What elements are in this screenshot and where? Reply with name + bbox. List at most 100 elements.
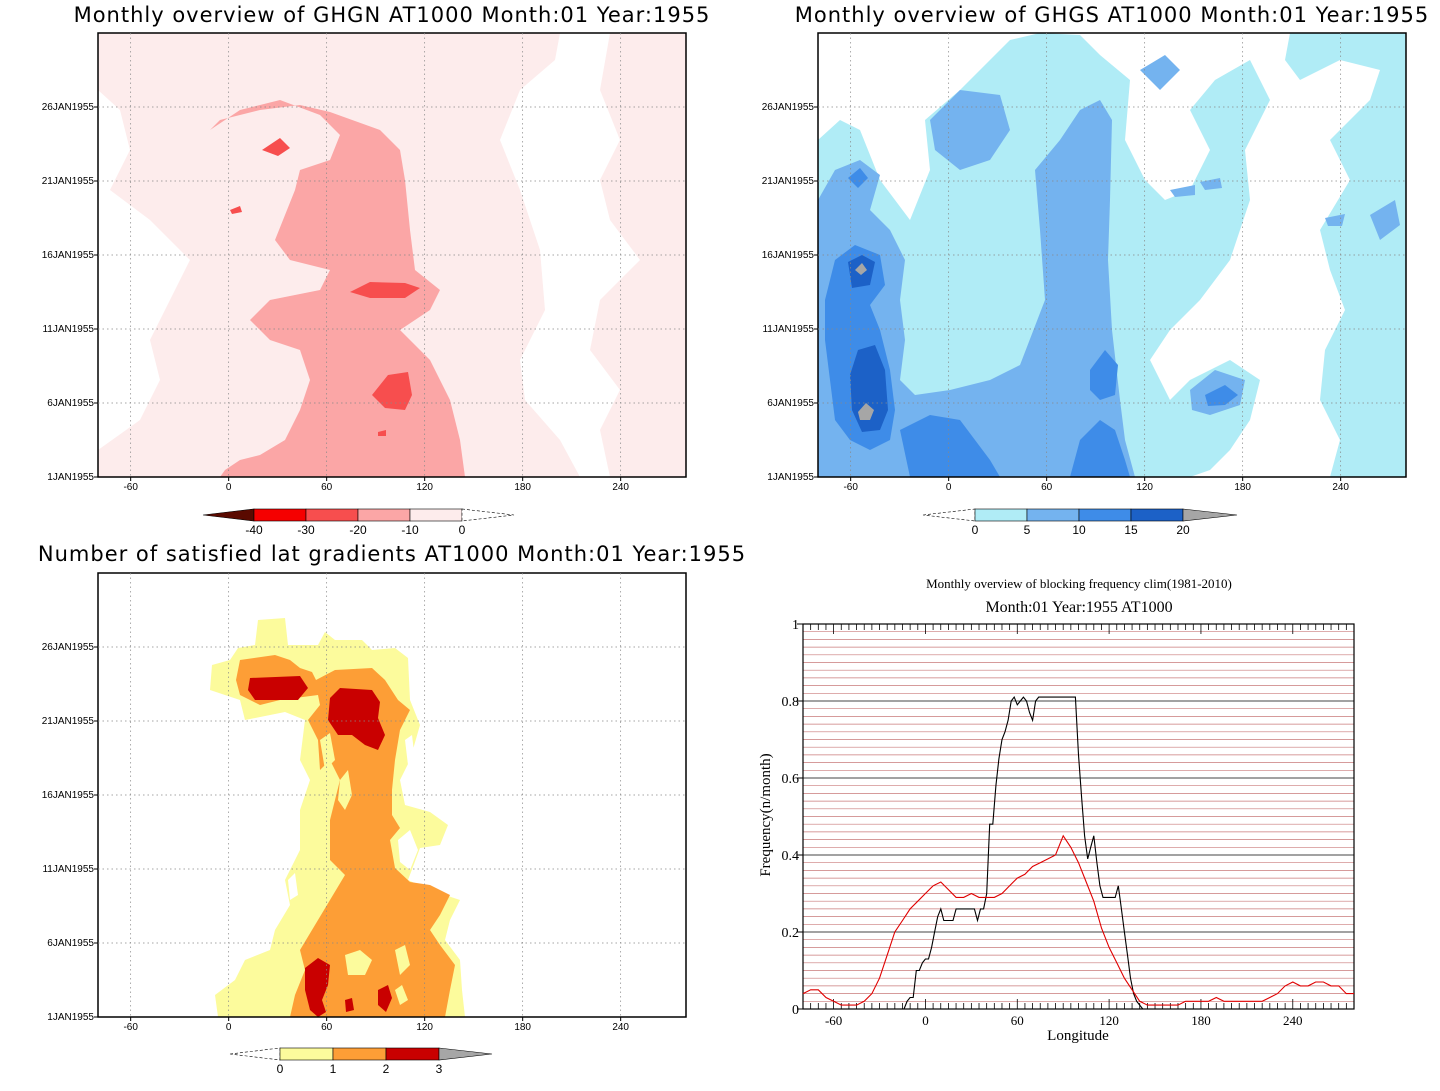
ghgn-ytick-label: 1JAN1955 [47, 472, 94, 483]
freq-ytick-label: 0.2 [782, 926, 800, 941]
ghgs-ytick-label: 21JAN1955 [762, 176, 815, 187]
ghgs-colorbar-overflow [1182, 508, 1238, 522]
ghgs-ytick-label: 1JAN1955 [767, 472, 814, 483]
latgrad-colorbar-bin [385, 1047, 440, 1061]
freq-plot-area: 0 0.2 0.4 0.6 0.8 1 -60 0 60 120 180 240 [782, 618, 1355, 1028]
ghgs-colorbar-bin [1130, 508, 1184, 522]
latgrad-xtick-label: 60 [321, 1022, 333, 1033]
freq-series-line-red [802, 834, 1354, 1006]
latgrad-ytick-label: 16JAN1955 [42, 790, 95, 801]
freq-xtick-label: 120 [1099, 1013, 1119, 1028]
latgrad-x-axis: -60 0 60 120 180 240 [123, 1017, 629, 1033]
ghgs-colorbar-label: 0 [972, 523, 979, 537]
ghgn-x-axis: -60 0 60 120 180 240 [123, 477, 629, 493]
latgrad-colorbar-label: 0 [277, 1062, 284, 1076]
ghgs-colorbar-bin [1026, 508, 1080, 522]
ghgs-title: Monthly overview of GHGS AT1000 Month:01… [795, 3, 1429, 27]
ghgn-xtick-label: 0 [226, 482, 232, 493]
ghgs-grid [818, 33, 1406, 477]
ghgn-colorbar-label: 0 [459, 523, 466, 537]
ghgn-colorbar-bin [305, 508, 359, 522]
latgrad-white-gap [398, 830, 418, 870]
freq-title: Monthly overview of blocking frequency c… [926, 576, 1232, 591]
latgrad-holes [288, 733, 418, 1005]
ghgn-colorbar-label: -10 [401, 523, 419, 537]
latgrad-ytick-label: 6JAN1955 [47, 938, 94, 949]
ghgn-colorbar-overflow [461, 508, 515, 522]
latgrad-xtick-label: -60 [123, 1022, 138, 1033]
latgrad-xtick-label: 0 [226, 1022, 232, 1033]
ghgn-y-axis: 1JAN1955 6JAN1955 11JAN1955 16JAN1955 21JAN1… [42, 102, 98, 483]
ghgs-xtick-label: 120 [1136, 482, 1153, 493]
ghgs-ytick-label: 16JAN1955 [762, 250, 815, 261]
latgrad-colorbar-label: 3 [436, 1062, 443, 1076]
ghgn-panel: Monthly overview of GHGN AT1000 Month:01… [42, 3, 710, 537]
ghgn-colorbar-bin [253, 508, 307, 522]
freq-xtick-label: 60 [1011, 1013, 1024, 1028]
freq-xtick-label: 180 [1191, 1013, 1211, 1028]
ghgn-level-minus20-to-minus30 [262, 138, 290, 156]
latgrad-colorbar: 0 1 2 3 [229, 1047, 493, 1076]
ghgn-xtick-label: 120 [416, 482, 433, 493]
ghgs-xtick-label: 60 [1041, 482, 1053, 493]
freq-frame [802, 623, 1355, 1010]
ghgs-ytick-label: 11JAN1955 [762, 324, 814, 335]
ghgs-colorbar-underflow [922, 508, 976, 522]
ghgs-colorbar-bin [974, 508, 1028, 522]
ghgn-ytick-label: 16JAN1955 [42, 250, 95, 261]
freq-ytick-label: 0 [792, 1003, 799, 1018]
latgrad-grid [98, 573, 686, 1017]
ghgn-colorbar-label: -40 [245, 523, 263, 537]
latgrad-ytick-label: 1JAN1955 [47, 1012, 94, 1023]
latgrad-y-axis: 1JAN1955 6JAN1955 11JAN1955 16JAN1955 21JAN1… [42, 642, 98, 1023]
latgrad-level-2-to-3 [248, 676, 308, 700]
ghgn-ytick-label: 11JAN1955 [42, 324, 94, 335]
freq-ytick-label: 0.4 [782, 849, 800, 864]
freq-xtick-label: 0 [922, 1013, 929, 1028]
latgrad-colorbar-label: 2 [383, 1062, 390, 1076]
ghgn-grid [98, 33, 686, 477]
ghgs-colorbar-label: 10 [1072, 523, 1086, 537]
ghgn-colorbar-label: -20 [349, 523, 367, 537]
ghgs-colorbar-label: 20 [1176, 523, 1190, 537]
ghgs-y-axis: 1JAN1955 6JAN1955 11JAN1955 16JAN1955 21JAN1… [762, 102, 818, 483]
ghgs-x-axis: -60 0 60 120 180 240 [843, 477, 1349, 493]
ghgs-level-5-to-10 [818, 100, 1135, 477]
freq-ytick-label: 0.6 [782, 772, 800, 787]
ghgn-colorbar-bin [357, 508, 411, 522]
ghgn-ytick-label: 26JAN1955 [42, 102, 95, 113]
ghgn-xtick-label: 180 [514, 482, 531, 493]
ghgn-colorbar-underflow [202, 508, 255, 522]
latgrad-colorbar-overflow [438, 1047, 493, 1061]
ghgs-xtick-label: -60 [843, 482, 858, 493]
ghgn-colorbar-bin [409, 508, 463, 522]
ghgn-xtick-label: -60 [123, 482, 138, 493]
ghgs-xtick-label: 0 [946, 482, 952, 493]
latgrad-level-1-to-2 [236, 655, 455, 1017]
freq-xlabel: Longitude [1047, 1028, 1109, 1044]
ghgs-colorbar-label: 15 [1124, 523, 1138, 537]
latgrad-colorbar-bin [279, 1047, 334, 1061]
latgrad-colorbar-underflow [229, 1047, 281, 1061]
latgrad-ytick-label: 11JAN1955 [42, 864, 94, 875]
ghgs-xtick-label: 180 [1234, 482, 1251, 493]
freq-ytick-label: 0.8 [782, 695, 800, 710]
latgrad-colorbar-label: 1 [330, 1062, 337, 1076]
latgrad-colorbar-bin [332, 1047, 387, 1061]
ghgs-colorbar-label: 5 [1024, 523, 1031, 537]
latgrad-xtick-label: 120 [416, 1022, 433, 1033]
ghgn-colorbar: -40 -30 -20 -10 0 [202, 508, 515, 537]
freq-ylabel: Frequency(n/month) [758, 753, 774, 876]
latgrad-ytick-label: 26JAN1955 [42, 642, 95, 653]
ghgs-panel: Monthly overview of GHGS AT1000 Month:01… [762, 3, 1429, 537]
ghgn-xtick-label: 240 [612, 482, 629, 493]
freq-subtitle: Month:01 Year:1955 AT1000 [985, 599, 1172, 616]
freq-ytick-label: 1 [792, 618, 799, 633]
ghgs-colorbar: 0 5 10 15 20 [922, 508, 1238, 537]
latgrad-xtick-label: 180 [514, 1022, 531, 1033]
ghgs-ytick-label: 6JAN1955 [767, 398, 814, 409]
freq-xtick-label: -60 [825, 1013, 842, 1028]
freq-xtick-label: 240 [1283, 1013, 1303, 1028]
ghgs-ytick-label: 26JAN1955 [762, 102, 815, 113]
